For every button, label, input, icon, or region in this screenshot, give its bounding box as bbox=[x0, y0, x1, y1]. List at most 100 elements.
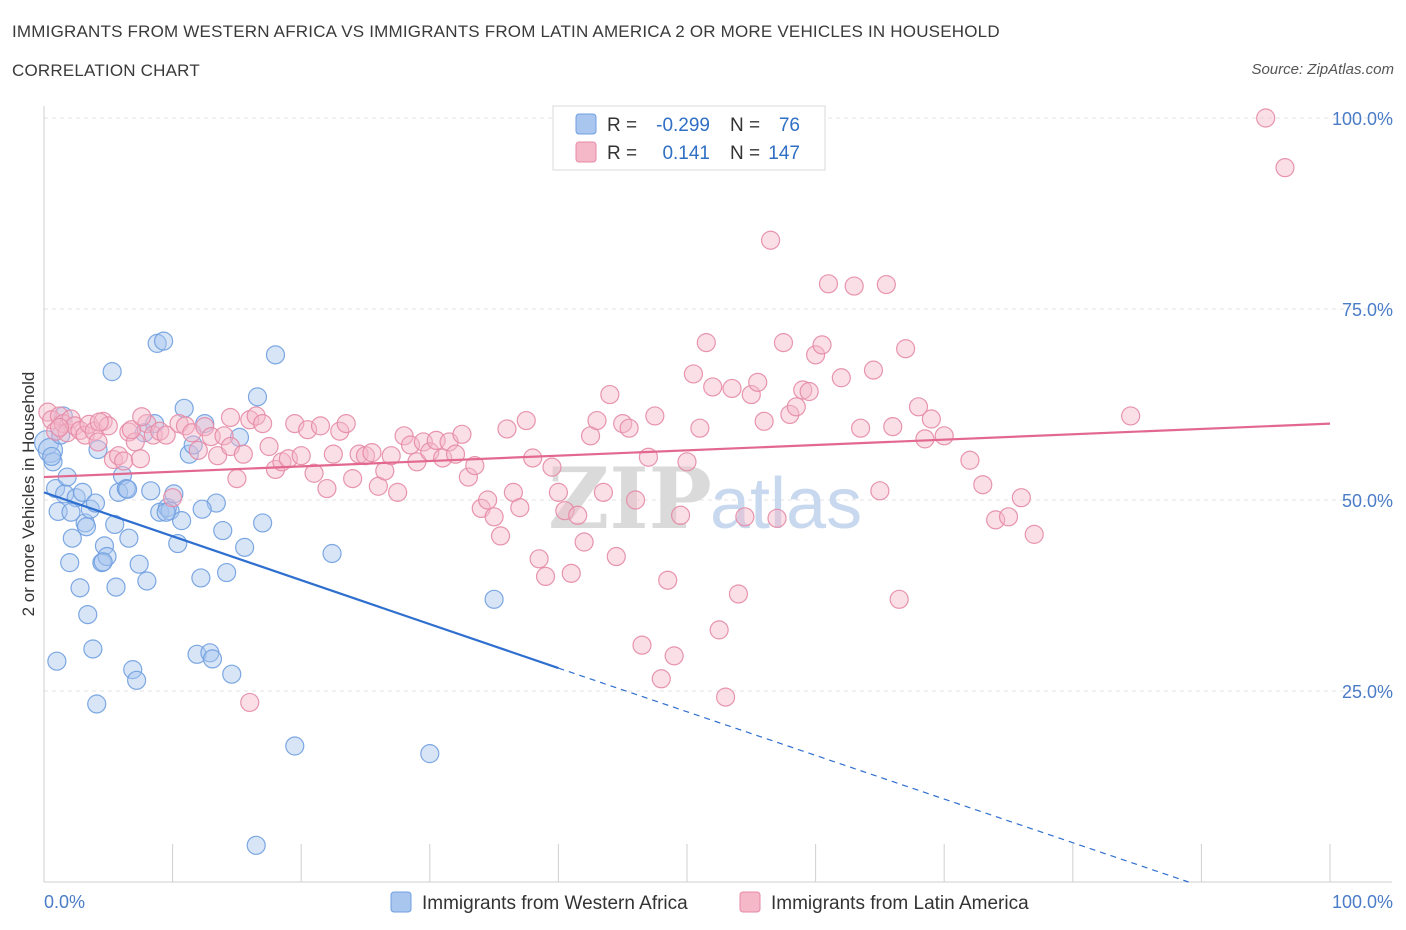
point-latin-america-49 bbox=[317, 478, 337, 499]
point-latin-america-118 bbox=[760, 230, 781, 250]
point-latin-america-152 bbox=[89, 412, 109, 432]
point-latin-america-103 bbox=[664, 646, 684, 666]
point-western-africa-60 bbox=[47, 651, 67, 671]
point-western-africa-37 bbox=[153, 331, 174, 351]
point-latin-america-126 bbox=[812, 335, 832, 355]
point-western-africa-45 bbox=[183, 435, 203, 455]
point-latin-america-84 bbox=[542, 457, 562, 477]
point-latin-america-129 bbox=[844, 276, 864, 296]
point-western-africa-57 bbox=[246, 835, 266, 855]
chart-title: IMMIGRANTS FROM WESTERN AFRICA VS IMMIGR… bbox=[12, 22, 1000, 41]
point-latin-america-151 bbox=[121, 420, 142, 440]
point-latin-america-30 bbox=[195, 417, 215, 437]
point-latin-america-40 bbox=[259, 436, 279, 457]
x-tick-label-0: 0.0% bbox=[44, 892, 85, 912]
point-latin-america-121 bbox=[780, 404, 800, 425]
point-latin-america-101 bbox=[651, 669, 671, 689]
point-latin-america-76 bbox=[490, 526, 511, 546]
top-legend: R = -0.299 N = 76 R = 0.141 N = 147 bbox=[552, 105, 826, 171]
point-latin-america-105 bbox=[677, 452, 697, 472]
point-latin-america-50 bbox=[323, 444, 343, 464]
point-western-africa-11 bbox=[70, 578, 90, 598]
trend-line-latin-america bbox=[43, 422, 1331, 479]
point-western-africa-19 bbox=[92, 553, 112, 573]
point-western-africa-30 bbox=[129, 554, 149, 574]
point-latin-america-124 bbox=[799, 381, 819, 402]
point-latin-america-92 bbox=[593, 482, 614, 502]
point-latin-america-18 bbox=[119, 422, 139, 442]
bottom-legend: Immigrants from Western Africa Immigrant… bbox=[390, 891, 1029, 914]
point-latin-america-79 bbox=[510, 498, 530, 518]
point-western-africa-74 bbox=[42, 446, 62, 467]
point-latin-america-131 bbox=[863, 360, 884, 380]
point-latin-america-115 bbox=[741, 384, 761, 405]
point-latin-america-125 bbox=[805, 345, 826, 365]
point-latin-america-113 bbox=[728, 584, 749, 604]
point-latin-america-71 bbox=[458, 467, 478, 487]
point-latin-america-128 bbox=[831, 368, 851, 388]
point-western-africa-63 bbox=[285, 736, 305, 756]
data-points bbox=[33, 108, 1295, 855]
point-latin-america-108 bbox=[696, 333, 716, 353]
point-western-africa-50 bbox=[202, 649, 223, 669]
point-latin-america-17 bbox=[114, 451, 134, 471]
point-latin-america-135 bbox=[889, 589, 909, 609]
point-latin-america-149 bbox=[1275, 158, 1295, 178]
point-latin-america-70 bbox=[452, 424, 472, 444]
point-latin-america-132 bbox=[870, 481, 890, 501]
watermark-atlas: atlas bbox=[710, 464, 862, 544]
legend-swatch-western-africa bbox=[575, 113, 597, 135]
point-western-africa-22 bbox=[102, 362, 122, 382]
point-latin-america-139 bbox=[921, 409, 941, 429]
point-latin-america-114 bbox=[735, 507, 755, 527]
y-tick-label-1: 50.0% bbox=[1342, 491, 1393, 511]
point-latin-america-47 bbox=[304, 463, 324, 483]
point-western-africa-3 bbox=[45, 478, 66, 499]
legend-r-value-1: -0.299 bbox=[656, 115, 710, 136]
point-latin-america-96 bbox=[619, 418, 639, 438]
point-western-africa-53 bbox=[217, 562, 237, 583]
point-latin-america-120 bbox=[773, 333, 794, 353]
x-tick-label-1: 100.0% bbox=[1332, 892, 1393, 912]
point-western-africa-75 bbox=[192, 499, 212, 519]
point-western-africa-29 bbox=[126, 670, 147, 690]
point-western-africa-9 bbox=[62, 528, 82, 548]
point-latin-america-33 bbox=[214, 426, 234, 446]
legend-n-label-1: N = bbox=[730, 115, 760, 136]
point-western-africa-18 bbox=[88, 439, 108, 460]
y-tick-label-2: 75.0% bbox=[1342, 300, 1393, 320]
point-latin-america-53 bbox=[343, 469, 363, 489]
point-latin-america-119 bbox=[767, 508, 787, 528]
point-latin-america-136 bbox=[896, 339, 916, 359]
point-latin-america-117 bbox=[754, 411, 774, 431]
point-latin-america-15 bbox=[103, 449, 124, 470]
point-latin-america-74 bbox=[478, 490, 498, 510]
point-western-africa-72 bbox=[106, 577, 126, 597]
point-latin-america-134 bbox=[883, 417, 903, 437]
point-latin-america-89 bbox=[574, 532, 594, 552]
bottom-legend-label-latin-america: Immigrants from Latin America bbox=[771, 893, 1029, 914]
point-latin-america-93 bbox=[600, 384, 620, 405]
point-latin-america-20 bbox=[130, 449, 151, 469]
y-axis-label: 2 or more Vehicles in Household bbox=[19, 372, 38, 617]
point-latin-america-38 bbox=[246, 406, 266, 426]
point-latin-america-29 bbox=[188, 440, 208, 460]
bottom-legend-swatch-western-africa bbox=[390, 891, 412, 913]
point-western-africa-51 bbox=[206, 493, 226, 513]
point-latin-america-154 bbox=[240, 692, 260, 713]
point-western-africa-28 bbox=[123, 660, 143, 680]
point-latin-america-48 bbox=[310, 416, 331, 436]
legend-n-value-2: 147 bbox=[768, 143, 800, 164]
point-latin-america-45 bbox=[291, 446, 311, 466]
point-latin-america-25 bbox=[163, 488, 183, 508]
point-latin-america-46 bbox=[298, 420, 318, 440]
point-western-africa-62 bbox=[265, 345, 286, 365]
point-latin-america-141 bbox=[960, 450, 980, 470]
point-latin-america-77 bbox=[497, 419, 517, 439]
point-western-africa-66 bbox=[484, 589, 504, 609]
point-latin-america-59 bbox=[381, 446, 401, 466]
watermark: ZIP atlas bbox=[548, 449, 862, 548]
point-latin-america-153 bbox=[132, 407, 152, 427]
point-latin-america-56 bbox=[362, 443, 382, 463]
